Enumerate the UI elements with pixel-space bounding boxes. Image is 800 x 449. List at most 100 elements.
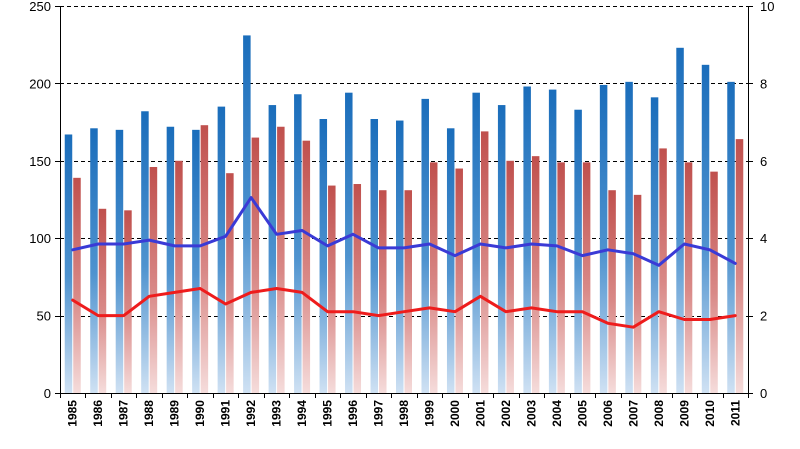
bar-blue-2009 [676, 47, 684, 394]
bar-red-2009 [684, 162, 693, 393]
bar-red-1989 [175, 160, 183, 393]
bar-blue-2004 [548, 89, 557, 393]
bar-red-2001 [480, 131, 489, 393]
bar-blue-2000 [446, 128, 455, 394]
bar-red-1994 [302, 140, 311, 393]
bar-blue-2001 [472, 92, 480, 394]
bar-blue-2010 [701, 64, 710, 393]
x-tick-label: 1985 [66, 400, 80, 427]
x-tick-label: 1987 [117, 400, 131, 427]
x-tick-label: 2004 [550, 400, 564, 427]
bar-blue-2005 [574, 109, 582, 393]
x-tick-label: 1998 [397, 400, 411, 427]
x-tick-label: 2000 [448, 400, 462, 427]
bar-blue-1988 [141, 111, 149, 393]
bar-blue-1985 [64, 134, 73, 393]
x-tick-label: 2007 [626, 400, 640, 427]
bar-red-1985 [73, 177, 81, 393]
bar-red-1987 [124, 210, 132, 393]
bar-red-2006 [608, 190, 616, 393]
bar-red-2000 [455, 168, 463, 393]
bar-blue-1992 [243, 35, 251, 394]
gridlines [60, 6, 748, 317]
bar-red-1996 [353, 184, 362, 393]
bar-red-1998 [404, 190, 412, 393]
bars [64, 35, 744, 394]
bar-blue-1996 [345, 92, 353, 394]
x-tick-label: 1986 [91, 400, 105, 427]
bar-red-1999 [429, 162, 438, 393]
line-blue [71, 196, 737, 267]
bar-red-2004 [557, 162, 565, 393]
left-tick-label: 100 [29, 231, 51, 246]
bar-red-2010 [710, 171, 718, 393]
x-tick-label: 1999 [422, 400, 436, 427]
x-tick-label: 1997 [372, 400, 386, 427]
bar-blue-1993 [268, 105, 277, 394]
bar-blue-2008 [650, 97, 659, 393]
x-tick-label: 1992 [244, 400, 258, 427]
bar-red-1991 [226, 173, 234, 393]
bar-blue-2002 [497, 105, 506, 394]
left-tick-label: 150 [29, 154, 51, 169]
right-tick-label: 6 [760, 154, 767, 169]
x-tick-label: 1988 [142, 400, 156, 427]
tick-labels: 0 50 100 150 200 250 0 2 4 6 8 10 1985 1986 1987 1988 19… [29, 0, 774, 427]
bar-red-1997 [379, 190, 387, 393]
left-tick-label: 0 [44, 386, 51, 401]
bar-red-2007 [633, 194, 642, 393]
bar-blue-1998 [396, 120, 404, 393]
x-tick-label: 1993 [270, 400, 284, 427]
bar-blue-1991 [217, 106, 226, 394]
lines [71, 196, 737, 329]
left-tick-label: 250 [29, 0, 51, 14]
bar-red-2003 [531, 156, 540, 393]
bar-red-2002 [506, 160, 514, 393]
x-tick-label: 1989 [168, 400, 182, 427]
bar-blue-2007 [625, 81, 633, 394]
bar-blue-1987 [115, 129, 124, 393]
bar-blue-2011 [727, 81, 735, 394]
bar-red-1990 [200, 125, 209, 394]
bar-red-2005 [582, 162, 591, 393]
x-tick-label: 2008 [652, 400, 666, 427]
bar-blue-1997 [370, 119, 379, 393]
x-tick-label: 2003 [524, 400, 538, 427]
bar-blue-1986 [90, 128, 98, 394]
x-tick-label: 2001 [473, 400, 487, 427]
bar-red-1992 [251, 137, 260, 393]
bar-red-1995 [328, 185, 336, 393]
bar-red-2008 [659, 148, 667, 393]
x-tick-label: 2002 [499, 400, 513, 427]
line-red [71, 287, 737, 329]
left-tick-label: 50 [37, 309, 51, 324]
x-tick-label: 2011 [728, 400, 742, 426]
right-tick-label: 8 [760, 76, 767, 91]
bar-blue-1989 [166, 126, 175, 393]
x-tick-label: 2009 [677, 400, 691, 427]
bar-blue-1995 [319, 119, 328, 393]
bar-blue-2003 [523, 86, 531, 393]
bar-red-1986 [98, 208, 107, 393]
right-tick-label: 0 [760, 386, 767, 401]
x-tick-label: 2005 [575, 400, 589, 427]
bar-blue-1990 [192, 129, 200, 393]
x-tick-label: 1991 [219, 400, 233, 427]
x-tick-label: 2006 [601, 400, 615, 427]
bar-blue-2006 [599, 84, 608, 393]
bar-red-2011 [735, 139, 744, 393]
bar-red-1988 [149, 166, 158, 393]
right-tick-label: 2 [760, 309, 767, 324]
x-tick-label: 1990 [193, 400, 207, 427]
right-tick-label: 4 [760, 231, 767, 246]
x-tick-label: 1994 [295, 400, 309, 427]
bar-blue-1994 [294, 94, 302, 394]
x-tick-label: 2010 [703, 400, 717, 427]
x-tick-label: 1995 [321, 400, 335, 427]
left-tick-label: 200 [29, 76, 51, 91]
x-tick-label: 1996 [346, 400, 360, 427]
bar-red-1993 [277, 126, 285, 393]
right-tick-label: 10 [760, 0, 774, 14]
axes [55, 6, 753, 398]
